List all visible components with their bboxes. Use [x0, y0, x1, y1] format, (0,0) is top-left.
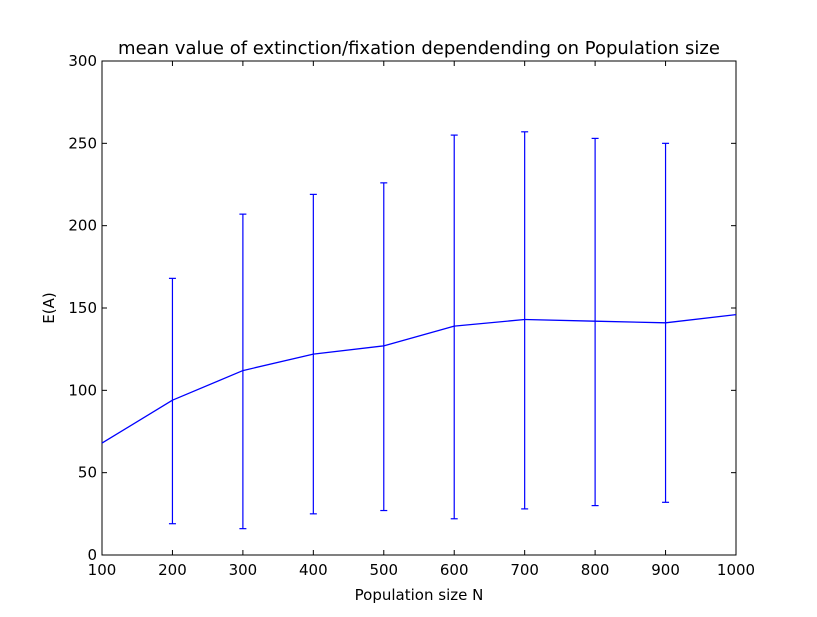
chart-title: mean value of extinction/fixation depend… [118, 38, 720, 59]
x-tick-label: 200 [158, 561, 187, 579]
y-tick-label: 300 [68, 52, 97, 70]
y-tick-label: 150 [68, 299, 97, 317]
series-line-segment [454, 318, 525, 327]
x-tick-label: 800 [581, 561, 610, 579]
series-line-segment [242, 353, 314, 372]
y-axis-title: E(A) [40, 292, 58, 323]
y-tick-label: 100 [68, 381, 97, 399]
y-tick-label: 0 [87, 546, 97, 564]
series-line-segment [101, 399, 173, 444]
x-tick-label: 400 [299, 561, 328, 579]
y-tick-label: 250 [68, 134, 97, 152]
x-tick-label: 500 [369, 561, 398, 579]
series-line-segment [172, 369, 244, 401]
series-line-segment [595, 320, 666, 324]
x-tick-label: 600 [440, 561, 469, 579]
series-line-segment [313, 345, 384, 355]
x-tick-label: 1000 [717, 561, 755, 579]
y-tick-label: 50 [78, 464, 97, 482]
plot-area: 100 200 300 400 500 600 700 800 900 1000 0 50 100 150… [68, 52, 755, 579]
x-tick-label: 300 [229, 561, 258, 579]
series-line-segment [383, 325, 455, 347]
series-line-segment [665, 313, 737, 324]
x-tick-label: 700 [510, 561, 539, 579]
plot-frame [101, 60, 737, 556]
x-tick-label: 900 [651, 561, 680, 579]
x-axis-title: Population size N [355, 586, 484, 604]
x-tick-label: 100 [88, 561, 117, 579]
y-tick-label: 200 [68, 217, 97, 235]
series-line-segment [524, 318, 596, 322]
